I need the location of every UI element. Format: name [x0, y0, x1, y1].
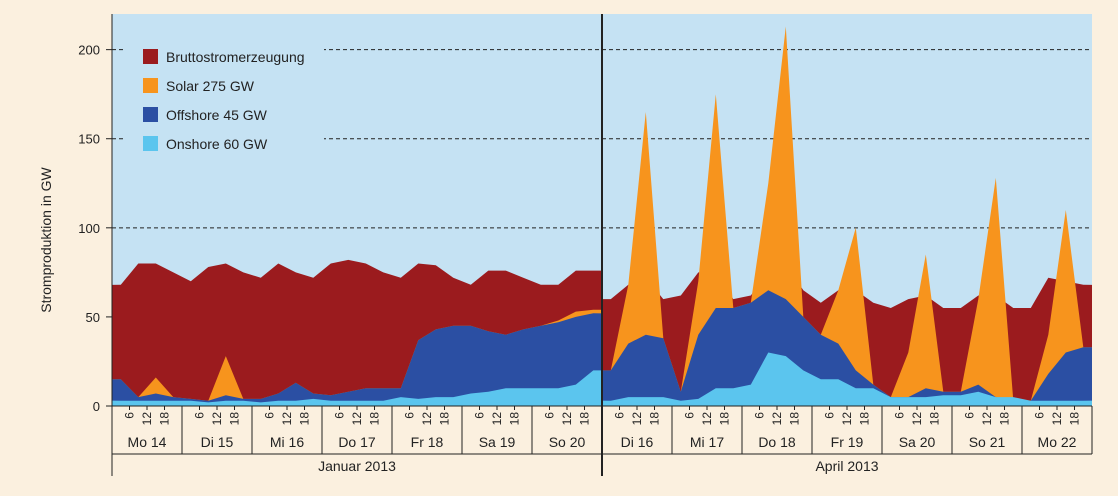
hour-tick-label: 12: [140, 412, 154, 426]
y-axis-label: Stromproduktion in GW: [38, 166, 54, 312]
hour-tick-label: 18: [438, 412, 452, 426]
area-offshore-januar: [112, 313, 602, 406]
hour-tick-label: 18: [508, 412, 522, 426]
hour-tick-label: 12: [630, 412, 644, 426]
hour-tick-label: 18: [998, 412, 1012, 426]
day-label: Sa 19: [479, 434, 516, 450]
hour-tick-label: 18: [368, 412, 382, 426]
hour-tick-label: 6: [683, 412, 697, 419]
period-label: April 2013: [815, 458, 878, 474]
hour-tick-label: 18: [788, 412, 802, 426]
hour-tick-label: 18: [858, 412, 872, 426]
day-label: Do 17: [338, 434, 376, 450]
y-axis: 0 50 100 150 200: [78, 43, 112, 414]
hour-tick-label: 12: [840, 412, 854, 426]
hour-tick-label: 6: [823, 412, 837, 419]
hour-tick-label: 12: [210, 412, 224, 426]
hour-tick-label: 12: [770, 412, 784, 426]
area-onshore-april: [602, 352, 1092, 406]
hour-tick-label: 6: [473, 412, 487, 419]
day-label: Di 16: [621, 434, 654, 450]
day-label: So 21: [969, 434, 1006, 450]
y-tick-label-50: 50: [86, 310, 100, 325]
y-tick-label-0: 0: [93, 399, 100, 414]
day-label: Mo 14: [128, 434, 167, 450]
hour-tick-label: 6: [753, 412, 767, 419]
legend-swatch: [143, 49, 158, 64]
day-label: Do 18: [758, 434, 796, 450]
hour-tick-label: 18: [228, 412, 242, 426]
day-label: Mo 22: [1038, 434, 1077, 450]
legend-swatch: [143, 78, 158, 93]
hour-tick-label: 6: [123, 412, 137, 419]
day-label: Mi 17: [690, 434, 724, 450]
plot-area: [111, 14, 1092, 476]
day-label: Mi 16: [270, 434, 304, 450]
y-tick-label-200: 200: [78, 43, 100, 58]
legend-swatch: [143, 107, 158, 122]
legend-label: Onshore 60 GW: [166, 136, 268, 152]
day-label: Fr 18: [411, 434, 444, 450]
hour-tick-label: 6: [543, 412, 557, 419]
hour-tick-label: 12: [910, 412, 924, 426]
period-label: Januar 2013: [318, 458, 396, 474]
hour-tick-label: 18: [578, 412, 592, 426]
hour-tick-label: 18: [1068, 412, 1082, 426]
day-label: So 20: [549, 434, 586, 450]
area-onshore-januar: [112, 370, 602, 406]
y-tick-label-100: 100: [78, 221, 100, 236]
hour-tick-label: 6: [263, 412, 277, 419]
day-label: Fr 19: [831, 434, 864, 450]
legend-swatch: [143, 136, 158, 151]
y-tick-label-150: 150: [78, 132, 100, 147]
hour-tick-label: 12: [280, 412, 294, 426]
hour-tick-label: 12: [700, 412, 714, 426]
hour-tick-label: 6: [403, 412, 417, 419]
hour-tick-label: 18: [158, 412, 172, 426]
hour-tick-label: 6: [893, 412, 907, 419]
hour-tick-label: 12: [420, 412, 434, 426]
hour-tick-label: 6: [613, 412, 627, 419]
hour-tick-label: 18: [298, 412, 312, 426]
area-offshore-april: [602, 290, 1092, 406]
hour-tick-label: 6: [1033, 412, 1047, 419]
legend-label: Bruttostromerzeugung: [166, 49, 305, 65]
hour-tick-label: 18: [718, 412, 732, 426]
day-label: Sa 20: [899, 434, 936, 450]
legend-label: Solar 275 GW: [166, 78, 255, 94]
hour-tick-label: 12: [980, 412, 994, 426]
hour-tick-label: 12: [1050, 412, 1064, 426]
day-label: Di 15: [201, 434, 234, 450]
legend-label: Offshore 45 GW: [166, 107, 268, 123]
hour-tick-label: 6: [193, 412, 207, 419]
hour-tick-label: 18: [928, 412, 942, 426]
hour-tick-label: 12: [490, 412, 504, 426]
hour-tick-label: 6: [963, 412, 977, 419]
legend: Bruttostromerzeugung Solar 275 GW Offshore…: [124, 40, 324, 156]
hour-tick-label: 18: [648, 412, 662, 426]
hour-tick-label: 12: [350, 412, 364, 426]
hour-tick-label: 6: [333, 412, 347, 419]
hour-tick-label: 12: [560, 412, 574, 426]
